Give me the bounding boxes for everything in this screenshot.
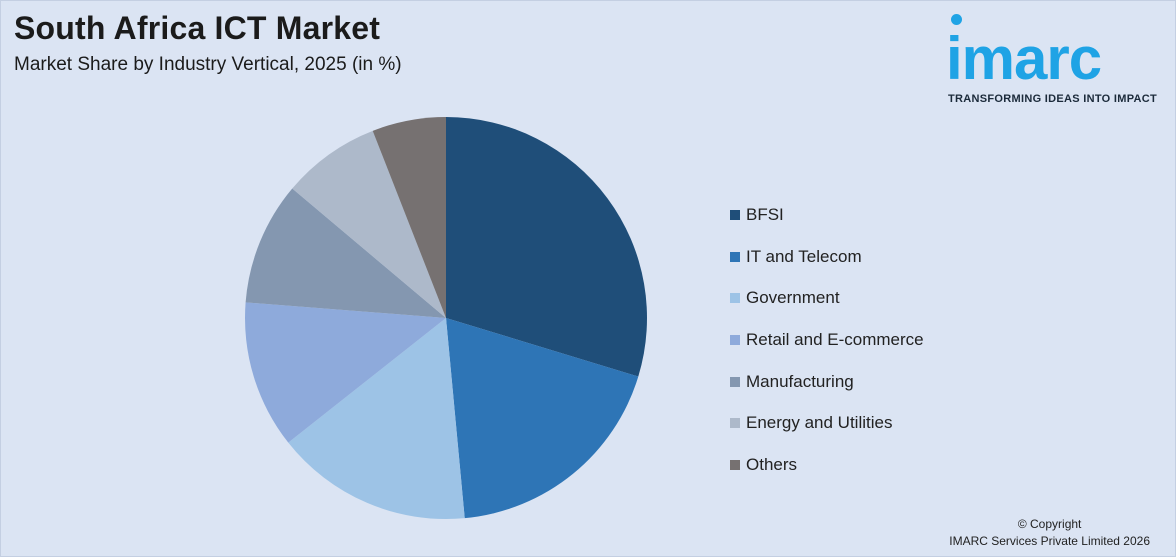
pie-slice-others <box>372 117 446 318</box>
legend-swatch <box>730 334 740 345</box>
legend-item: Government <box>730 277 924 319</box>
legend-item: Energy and Utilities <box>730 402 924 444</box>
legend-item: IT and Telecom <box>730 236 924 278</box>
imarc-logo: imarc TRANSFORMING IDEAS INTO IMPACT <box>946 12 1172 108</box>
legend-label: Retail and E-commerce <box>746 329 924 349</box>
legend-item: Retail and E-commerce <box>730 319 924 361</box>
legend-swatch <box>730 293 740 304</box>
legend-label: BFSI <box>746 204 784 224</box>
legend-swatch <box>730 418 740 429</box>
legend-item: BFSI <box>730 194 924 236</box>
logo-wordmark: imarc <box>946 25 1102 92</box>
legend-item: Manufacturing <box>730 361 924 403</box>
pie-slice-manufacturing <box>245 188 446 318</box>
copyright-footer: © Copyright IMARC Services Private Limit… <box>949 516 1150 550</box>
legend-item: Others <box>730 444 924 486</box>
legend-swatch <box>730 209 740 220</box>
legend-label: Manufacturing <box>746 371 854 391</box>
logo-dot <box>951 14 962 25</box>
chart-subtitle: Market Share by Industry Vertical, 2025 … <box>14 54 402 75</box>
copyright-text: © Copyright <box>1017 517 1082 531</box>
pie-slice-energy-and-utilities <box>292 130 446 318</box>
legend-label: Energy and Utilities <box>746 413 893 433</box>
pie-slice-bfsi <box>446 117 647 377</box>
chart-title: South Africa ICT Market <box>14 10 381 46</box>
logo-tagline: TRANSFORMING IDEAS INTO IMPACT <box>948 93 1158 105</box>
legend-label: IT and Telecom <box>746 246 862 266</box>
legend-swatch <box>730 376 740 387</box>
pie-slice-government <box>288 318 465 519</box>
pie-slice-retail-and-e-commerce <box>244 302 446 443</box>
pie-slice-it-and-telecom <box>446 318 639 519</box>
legend-label: Others <box>746 454 798 474</box>
company-text: IMARC Services Private Limited 2026 <box>949 534 1150 548</box>
legend-swatch <box>730 459 740 470</box>
chart-legend: BFSI IT and Telecom Government Retail and E… <box>730 194 924 486</box>
legend-label: Government <box>746 288 840 308</box>
legend-swatch <box>730 251 740 262</box>
